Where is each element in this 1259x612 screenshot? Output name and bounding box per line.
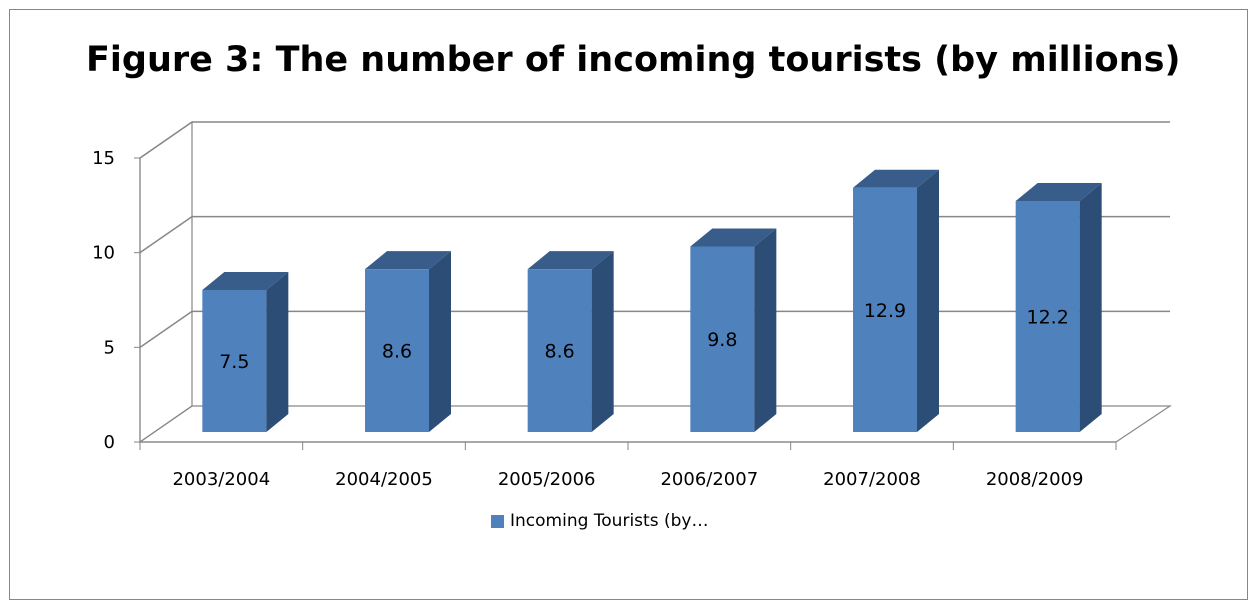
chart-axes xyxy=(134,157,1117,450)
bar-side xyxy=(917,169,939,432)
bar-top xyxy=(853,169,939,188)
y-tick-label: 0 xyxy=(104,432,115,453)
data-label: 12.9 xyxy=(864,300,906,322)
data-labels: 7.5 8.6 8.6 9.8 12.9 12.2 xyxy=(219,300,1069,373)
bar xyxy=(202,272,289,432)
bar xyxy=(365,251,451,432)
bar-top xyxy=(365,251,451,270)
bar-side xyxy=(754,228,777,432)
bar-front xyxy=(365,269,429,432)
chart-floor xyxy=(138,405,1172,443)
chart-title: Figure 3: The number of incoming tourist… xyxy=(86,40,1181,80)
bar-side xyxy=(591,251,614,432)
bar-front xyxy=(853,187,917,432)
bar-side xyxy=(429,251,451,432)
data-label: 8.6 xyxy=(382,341,412,363)
x-tick-label: 2008/2009 xyxy=(986,469,1084,490)
legend-label: Incoming Tourists (by… xyxy=(510,511,709,531)
data-label: 9.8 xyxy=(707,329,737,351)
gridline xyxy=(139,310,1170,348)
chart-walls xyxy=(138,120,1172,444)
y-tick-label: 5 xyxy=(104,337,115,358)
x-tick-label: 2003/2004 xyxy=(172,469,270,490)
bar xyxy=(1015,183,1102,432)
bar-front xyxy=(1015,201,1080,432)
x-tick-label: 2005/2006 xyxy=(498,469,596,490)
bar xyxy=(853,169,939,432)
chart-bars xyxy=(202,169,1102,432)
bar-top xyxy=(527,251,614,270)
side-wall xyxy=(139,120,193,444)
y-tick-label: 10 xyxy=(92,243,115,264)
data-label: 12.2 xyxy=(1027,307,1069,329)
x-axis-ticks: 2003/2004 2004/2005 2005/2006 2006/2007 2007… xyxy=(172,469,1083,490)
legend-swatch xyxy=(491,514,504,528)
bar-top xyxy=(690,228,777,247)
bar-front xyxy=(527,269,592,432)
chart-gridlines xyxy=(139,121,1170,348)
bar-top xyxy=(1015,183,1102,202)
bar-front xyxy=(690,246,755,432)
gridline xyxy=(139,121,1170,159)
chart-legend: Incoming Tourists (by… xyxy=(491,511,708,531)
data-label: 7.5 xyxy=(219,351,249,373)
bar-top xyxy=(202,272,289,290)
gridline xyxy=(139,215,1170,254)
y-axis-ticks: 0 5 10 15 xyxy=(92,148,115,453)
x-tick-label: 2004/2005 xyxy=(335,469,433,490)
bar xyxy=(527,251,614,432)
bar-side xyxy=(266,272,289,432)
x-tick-label: 2006/2007 xyxy=(660,469,758,490)
bar-side xyxy=(1079,183,1102,432)
bar-front xyxy=(202,290,267,432)
bar xyxy=(690,228,777,432)
data-label: 8.6 xyxy=(545,341,575,363)
x-tick-label: 2007/2008 xyxy=(823,469,921,490)
y-tick-label: 15 xyxy=(92,148,115,169)
